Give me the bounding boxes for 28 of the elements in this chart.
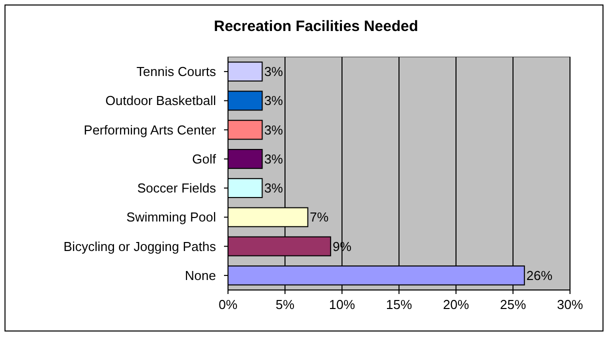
y-tick-label: Tennis Courts xyxy=(136,64,216,80)
bar xyxy=(228,178,263,198)
y-tick-label: Soccer Fields xyxy=(137,180,216,196)
y-tick-label: Bicycling or Jogging Paths xyxy=(64,238,216,254)
y-tick-label: Performing Arts Center xyxy=(84,122,217,138)
x-tick-label: 25% xyxy=(500,297,526,312)
bar xyxy=(228,120,263,140)
y-tick-label: Golf xyxy=(192,151,216,166)
data-label: 3% xyxy=(264,122,284,138)
data-label: 3% xyxy=(264,64,284,80)
x-tick-label: 30% xyxy=(556,297,584,312)
x-tick-label: 10% xyxy=(328,297,356,312)
x-tick-label: 15% xyxy=(386,297,412,312)
y-tick-label: Swimming Pool xyxy=(126,210,216,225)
chart-title: Recreation Facilities Needed xyxy=(214,18,418,35)
bar xyxy=(228,90,263,111)
y-tick-label: None xyxy=(184,268,216,283)
y-tick-label: Outdoor Basketball xyxy=(105,93,216,108)
data-label: 3% xyxy=(264,93,284,108)
x-tick-label: 0% xyxy=(218,297,238,312)
x-tick-label: 5% xyxy=(276,297,295,312)
x-tick-label: 20% xyxy=(442,297,470,312)
data-label: 26% xyxy=(526,268,553,283)
bar xyxy=(228,148,263,169)
data-label: 3% xyxy=(264,151,284,166)
data-label: 3% xyxy=(264,180,284,196)
data-label: 7% xyxy=(310,210,330,225)
bar xyxy=(228,62,263,82)
